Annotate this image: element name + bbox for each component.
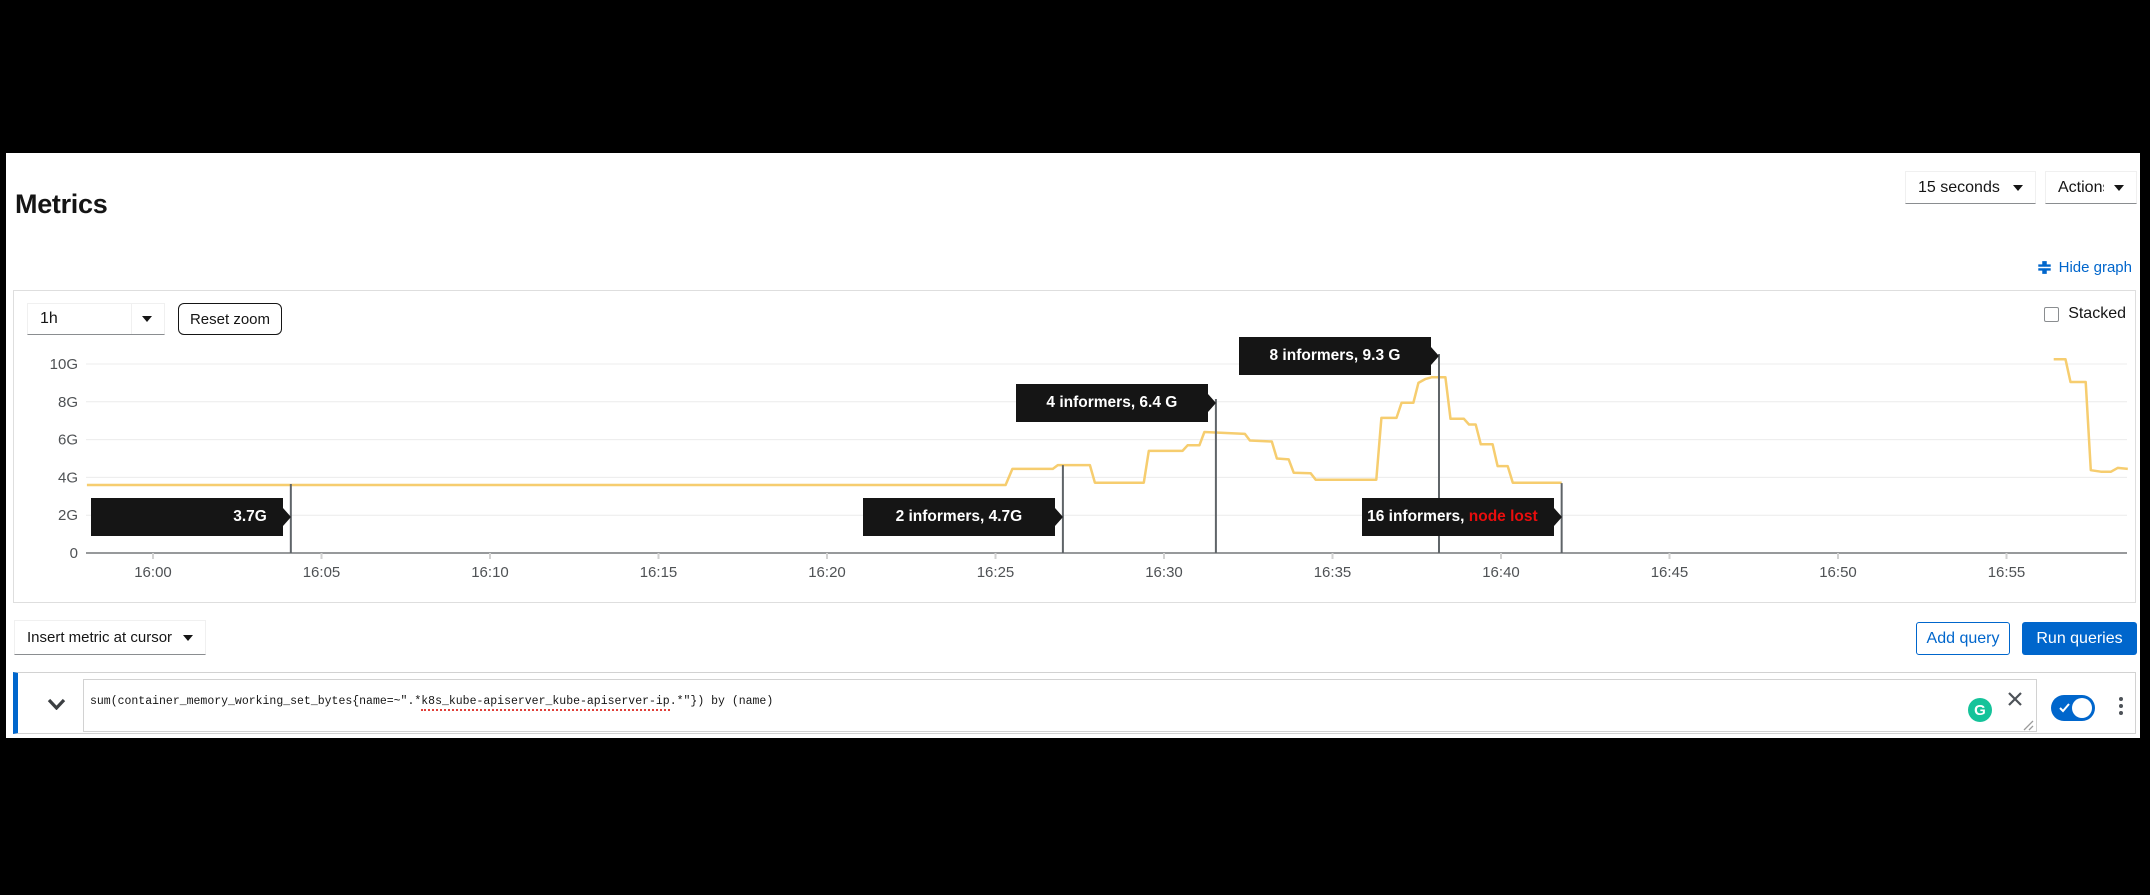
duration-select[interactable]: 1h	[27, 303, 165, 335]
svg-text:16:15: 16:15	[640, 564, 678, 581]
page-title: Metrics	[15, 189, 108, 220]
kebab-menu[interactable]	[2112, 693, 2130, 719]
reset-zoom-button[interactable]: Reset zoom	[178, 303, 282, 335]
compress-icon	[2037, 260, 2052, 275]
chevron-down-icon	[183, 634, 193, 641]
hide-graph-label: Hide graph	[2058, 258, 2132, 276]
stacked-control: Stacked	[2044, 305, 2126, 323]
svg-text:16:45: 16:45	[1651, 564, 1689, 581]
duration-value: 1h	[40, 310, 58, 327]
query-row: sum(container_memory_working_set_bytes{n…	[13, 672, 2136, 734]
svg-text:16:00: 16:00	[134, 564, 172, 581]
run-queries-button[interactable]: Run queries	[2022, 622, 2137, 655]
chart-annotation: 2 informers, 4.7G	[862, 498, 1063, 537]
svg-text:8G: 8G	[58, 394, 78, 411]
svg-text:16:40: 16:40	[1482, 564, 1520, 581]
chart-annotation: 4 informers, 6.4 G	[1015, 383, 1216, 422]
stacked-checkbox[interactable]	[2044, 306, 2060, 322]
query-input[interactable]: sum(container_memory_working_set_bytes{n…	[83, 679, 2037, 732]
metrics-page: Metrics 15 seconds Actions Hide graph 1h…	[6, 153, 2140, 738]
svg-text:16:05: 16:05	[303, 564, 341, 581]
query-expand-toggle[interactable]	[44, 693, 68, 715]
metrics-chart[interactable]: 0 2G 4G 6G 8G 10G 16:00 16:05 16:10 16:15 16:20 16:…	[14, 291, 2137, 604]
hide-graph-link[interactable]: Hide graph	[2037, 256, 2132, 278]
query-enabled-toggle[interactable]	[2051, 695, 2095, 721]
svg-text:16:30: 16:30	[1145, 564, 1183, 581]
insert-metric-select[interactable]: Insert metric at cursor	[14, 620, 206, 655]
actions-label: Actions	[2058, 178, 2104, 196]
svg-text:16:55: 16:55	[1988, 564, 2026, 581]
grammarly-icon[interactable]: G	[1968, 698, 1992, 722]
toggle-knob	[2072, 698, 2092, 718]
stacked-label: Stacked	[2068, 305, 2126, 322]
resize-handle-icon[interactable]	[2023, 718, 2034, 731]
query-expression: sum(container_memory_working_set_bytes{n…	[90, 695, 773, 711]
spellcheck-underline: k8s_kube-apiserver_kube-apiserver-ip	[421, 695, 670, 711]
svg-text:16:10: 16:10	[471, 564, 509, 581]
insert-metric-label: Insert metric at cursor	[27, 629, 173, 646]
chevron-down-icon	[47, 698, 65, 710]
chevron-down-icon	[2013, 184, 2023, 191]
svg-text:0: 0	[70, 545, 78, 562]
svg-text:16:20: 16:20	[808, 564, 846, 581]
add-query-button[interactable]: Add query	[1916, 622, 2010, 655]
chart-annotation: 8 informers, 9.3 G	[1238, 337, 1439, 376]
chart-annotation: 16 informers, node lost	[1361, 498, 1562, 537]
select-divider	[131, 304, 132, 334]
svg-text:16:35: 16:35	[1314, 564, 1352, 581]
svg-text:2G: 2G	[58, 507, 78, 524]
refresh-interval-select[interactable]: 15 seconds	[1905, 171, 2036, 204]
actions-dropdown[interactable]: Actions	[2045, 171, 2137, 204]
svg-text:16:50: 16:50	[1819, 564, 1857, 581]
close-icon[interactable]	[2006, 690, 2024, 708]
check-icon	[2059, 703, 2070, 713]
svg-text:6G: 6G	[58, 432, 78, 449]
svg-text:10G: 10G	[50, 356, 78, 373]
chevron-down-icon	[142, 316, 152, 322]
chart-annotation: 3.7G	[90, 498, 291, 537]
chart-card: 1h Reset zoom Stacked 0 2G 4G 6G 8G 10G 16:00 1…	[13, 290, 2136, 603]
chevron-down-icon	[2114, 184, 2124, 191]
svg-text:4G: 4G	[58, 469, 78, 486]
svg-text:16:25: 16:25	[977, 564, 1015, 581]
refresh-interval-value: 15 seconds	[1918, 178, 2000, 196]
